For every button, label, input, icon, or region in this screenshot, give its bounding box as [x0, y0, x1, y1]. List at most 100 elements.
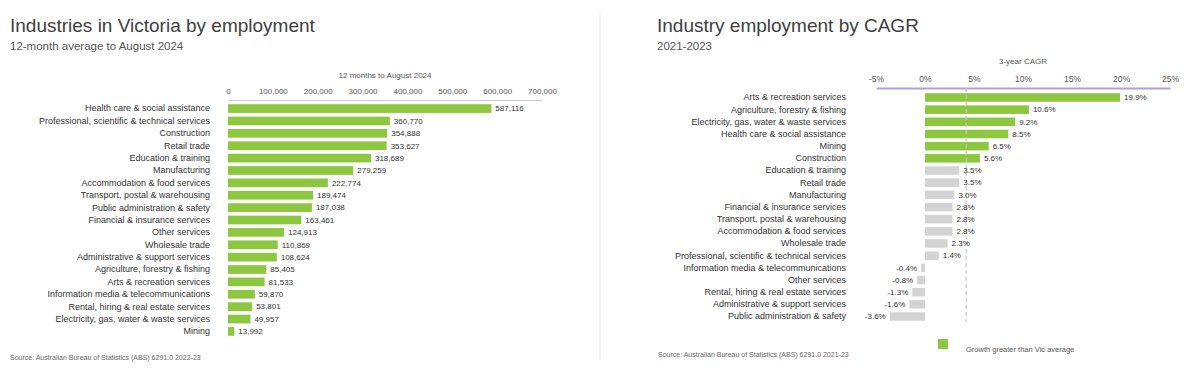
category-label: Accommodation & food services	[717, 226, 846, 236]
category-label: Health care & social assistance	[85, 103, 210, 113]
x-tick: 25%	[1162, 74, 1179, 88]
x-tick: 600,000	[483, 87, 512, 100]
bar	[925, 105, 1029, 114]
y-tick: Wholesale trade	[781, 238, 876, 248]
x-axis-line	[229, 100, 543, 101]
category-label: Retail trade	[800, 178, 846, 188]
x-tick-label: 600,000	[483, 87, 512, 96]
category-label: Education & training	[765, 165, 846, 175]
x-tick: 200,000	[304, 87, 333, 100]
divider	[600, 10, 601, 360]
x-tick-label: 15%	[1064, 74, 1081, 84]
data-label: 163,461	[305, 216, 334, 225]
category-label: Other services	[152, 227, 211, 237]
category-label: Transport, postal & warehousing	[81, 190, 210, 200]
data-label: 1.4%	[943, 251, 961, 260]
y-tick: Education & training	[765, 165, 876, 175]
chart-0: Industries in Victoria by employment12-m…	[10, 15, 558, 362]
category-label: Rental, hiring & real estate services	[68, 302, 210, 312]
data-labels: 587,116360,770354,888353,627318,689279,2…	[238, 104, 524, 336]
category-label: Retail trade	[164, 141, 210, 151]
data-label: 110,869	[282, 241, 311, 250]
category-label: Arts & recreation services	[107, 277, 210, 287]
bar	[228, 166, 353, 175]
category-label: Manufacturing	[789, 190, 846, 200]
x-tick-label: -5%	[869, 74, 885, 84]
category-label: Education & training	[129, 153, 210, 163]
bar	[228, 278, 265, 287]
category-label: Mining	[183, 326, 210, 336]
chart-subtitle: 2021-2023	[657, 40, 712, 52]
data-label: 9.2%	[1019, 118, 1037, 127]
bar	[228, 203, 312, 212]
y-tick: Accommodation & food services	[81, 178, 228, 188]
category-label: Professional, scientific & technical ser…	[39, 116, 211, 126]
y-tick: Health care & social assistance	[85, 103, 228, 113]
x-tick-label: 10%	[1015, 74, 1032, 84]
plot-area	[890, 88, 1120, 322]
data-labels: 19.9%10.6%9.2%8.5%6.5%5.6%3.5%3.5%3.0%2.…	[865, 93, 1147, 321]
y-tick: Public administration & safety	[728, 311, 876, 321]
x-tick: -5%	[869, 74, 885, 88]
category-label: Administrative & support services	[77, 252, 211, 262]
x-tick-label: 300,000	[349, 87, 378, 96]
bar	[921, 264, 925, 273]
category-label: Accommodation & food services	[81, 178, 210, 188]
bar	[912, 288, 925, 297]
y-tick: Education & training	[129, 153, 228, 163]
legend: Growth greater than Vic average	[938, 339, 1074, 354]
chart-1: Industry employment by CAGR2021-20233-ye…	[657, 15, 1179, 359]
y-tick: Transport, postal & warehousing	[717, 214, 876, 224]
y-tick: Manufacturing	[789, 190, 876, 200]
category-label: Health care & social assistance	[721, 129, 846, 139]
x-tick: 700,000	[528, 87, 557, 100]
bar	[228, 290, 255, 299]
data-label: 187,038	[316, 203, 345, 212]
bar	[228, 216, 301, 225]
legend-label: Growth greater than Vic average	[966, 345, 1074, 354]
x-tick: 20%	[1113, 74, 1130, 88]
x-tick-label: 100,000	[259, 87, 288, 96]
y-tick: Information media & telecommunications	[47, 289, 228, 299]
source-note: Source: Australian Bureau of Statistics …	[10, 354, 201, 362]
x-tick-label: 500,000	[438, 87, 467, 96]
data-label: -1.6%	[884, 300, 905, 309]
data-label: -3.6%	[865, 312, 886, 321]
bar	[228, 265, 266, 274]
bar	[925, 191, 954, 200]
y-tick: Financial & insurance services	[724, 202, 876, 212]
data-label: -1.3%	[887, 288, 908, 297]
data-label: 8.5%	[1012, 130, 1030, 139]
bar	[228, 117, 390, 126]
category-label: Mining	[819, 141, 846, 151]
y-tick: Arts & recreation services	[107, 277, 228, 287]
chart-svg: Industries in Victoria by employment12-m…	[0, 0, 1200, 370]
bar	[925, 227, 952, 236]
bar	[228, 191, 313, 200]
bar	[228, 240, 278, 249]
y-tick: Construction	[795, 153, 876, 163]
category-label: Information media & telecommunications	[683, 263, 846, 273]
x-tick: 0	[226, 87, 231, 100]
x-tick-label: 0%	[919, 74, 932, 84]
data-label: 10.6%	[1033, 105, 1056, 114]
y-tick: Other services	[152, 227, 228, 237]
category-label: Electricity, gas, water & waste services	[692, 117, 847, 127]
data-label: 108,624	[281, 253, 310, 262]
source-note: Source: Australian Bureau of Statistics …	[658, 351, 849, 359]
y-axis: Arts & recreation servicesAgriculture, f…	[675, 92, 876, 321]
bar	[917, 276, 925, 285]
chart-title: Industries in Victoria by employment	[10, 15, 316, 36]
y-tick: Professional, scientific & technical ser…	[39, 116, 228, 126]
y-tick: Manufacturing	[153, 165, 228, 175]
axis-title: 3-year CAGR	[999, 57, 1047, 66]
y-tick: Retail trade	[164, 141, 228, 151]
category-label: Information media & telecommunications	[47, 289, 210, 299]
category-label: Agriculture, forestry & fishing	[95, 264, 210, 274]
bar	[228, 104, 491, 113]
bar	[228, 179, 328, 188]
data-label: 2.8%	[956, 227, 974, 236]
y-tick: Electricity, gas, water & waste services	[56, 314, 228, 324]
bar	[228, 327, 234, 336]
data-label: 2.8%	[956, 203, 974, 212]
